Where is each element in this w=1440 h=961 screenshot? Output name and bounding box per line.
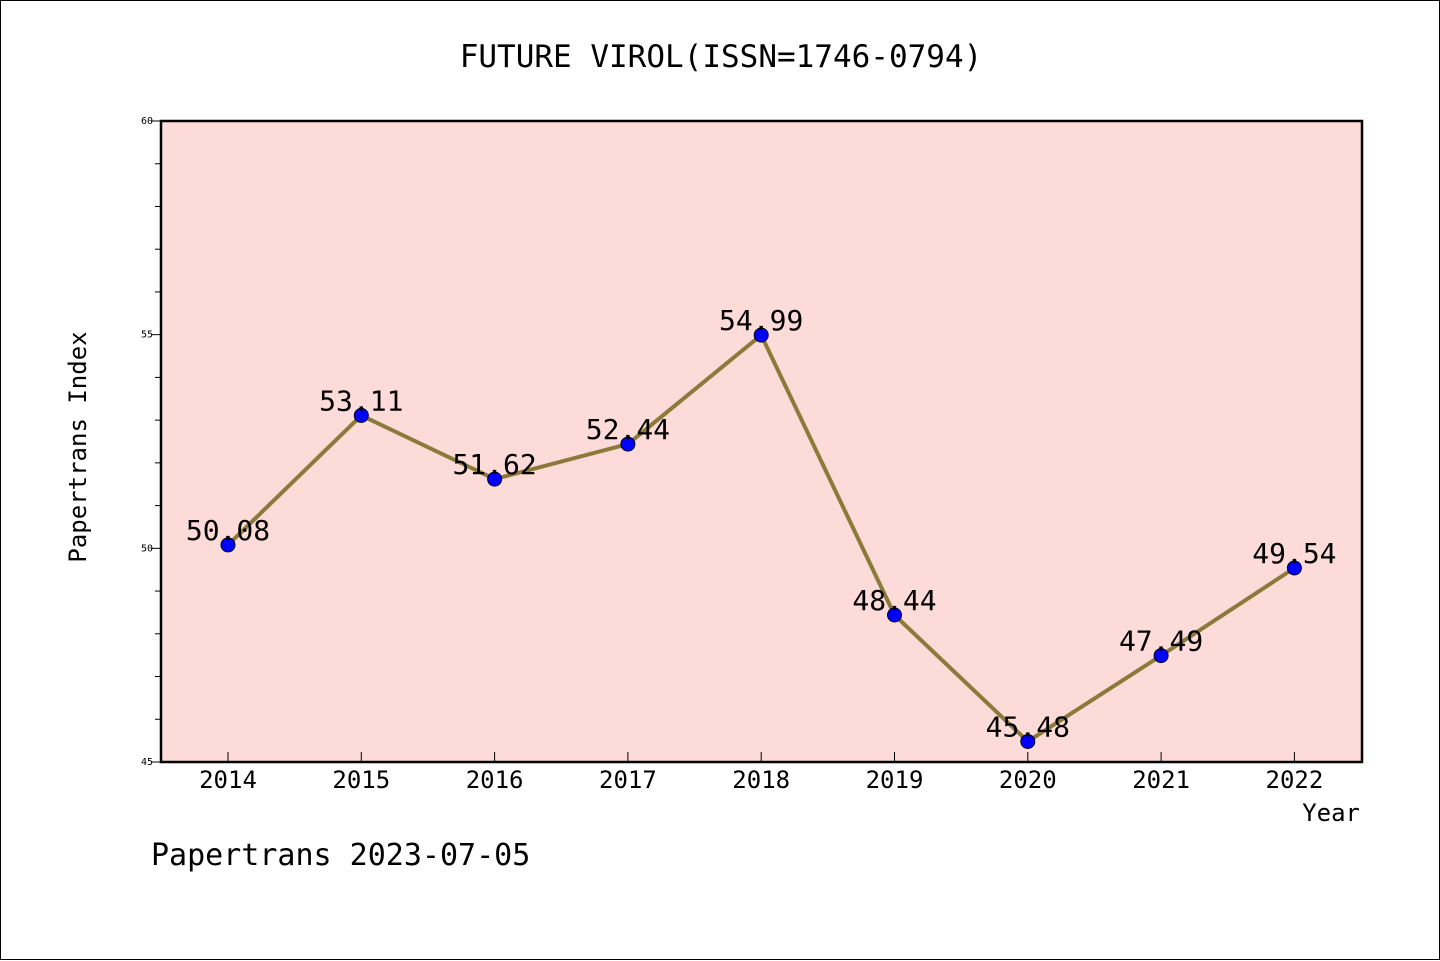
data-point bbox=[620, 436, 636, 452]
data-point bbox=[487, 471, 503, 487]
plot-area bbox=[159, 119, 1364, 764]
data-point bbox=[1020, 733, 1036, 749]
data-label: 52.44 bbox=[586, 413, 670, 446]
x-tick-label: 2021 bbox=[1132, 766, 1190, 794]
y-axis-title: Papertrans Index bbox=[64, 331, 92, 562]
data-point bbox=[220, 537, 236, 553]
x-tick-label: 2018 bbox=[732, 766, 790, 794]
x-tick-label: 2022 bbox=[1266, 766, 1324, 794]
data-point bbox=[753, 327, 769, 343]
x-axis: 2014 2015 2016 2017 2018 2019 2020 2021 2022 bbox=[199, 752, 1323, 794]
data-labels: 50.08 53.11 51.62 52.44 54.99 48.44 45.48 47.49… bbox=[186, 304, 1337, 743]
y-tick-label: 60 bbox=[141, 116, 153, 127]
chart-title: FUTURE VIROL(ISSN=1746-0794) bbox=[460, 39, 983, 75]
x-tick-label: 2019 bbox=[866, 766, 924, 794]
y-tick-label: 55 bbox=[141, 330, 153, 341]
x-tick-label: 2014 bbox=[199, 766, 257, 794]
x-tick-label: 2017 bbox=[599, 766, 657, 794]
data-label: 53.11 bbox=[319, 384, 403, 417]
data-label: 54.99 bbox=[719, 304, 803, 337]
data-label: 51.62 bbox=[452, 448, 536, 481]
x-tick-label: 2015 bbox=[332, 766, 390, 794]
data-point bbox=[1286, 560, 1302, 576]
x-axis-title: Year bbox=[1302, 799, 1360, 827]
y-tick-label: 45 bbox=[141, 757, 153, 768]
y-axis: 45 50 55 60 bbox=[141, 116, 161, 768]
x-tick-label: 2020 bbox=[999, 766, 1057, 794]
data-point bbox=[353, 407, 369, 423]
y-tick-label: 50 bbox=[141, 543, 153, 554]
data-point bbox=[1153, 648, 1169, 664]
data-label: 50.08 bbox=[186, 514, 270, 547]
data-label: 47.49 bbox=[1119, 625, 1203, 658]
data-point bbox=[887, 607, 902, 623]
data-points bbox=[220, 327, 1302, 749]
data-label: 48.44 bbox=[852, 584, 936, 617]
x-tick-label: 2016 bbox=[466, 766, 524, 794]
data-label: 45.48 bbox=[986, 710, 1070, 743]
data-label: 49.54 bbox=[1252, 537, 1336, 570]
footer-credit: Papertrans 2023-07-05 bbox=[151, 838, 530, 873]
